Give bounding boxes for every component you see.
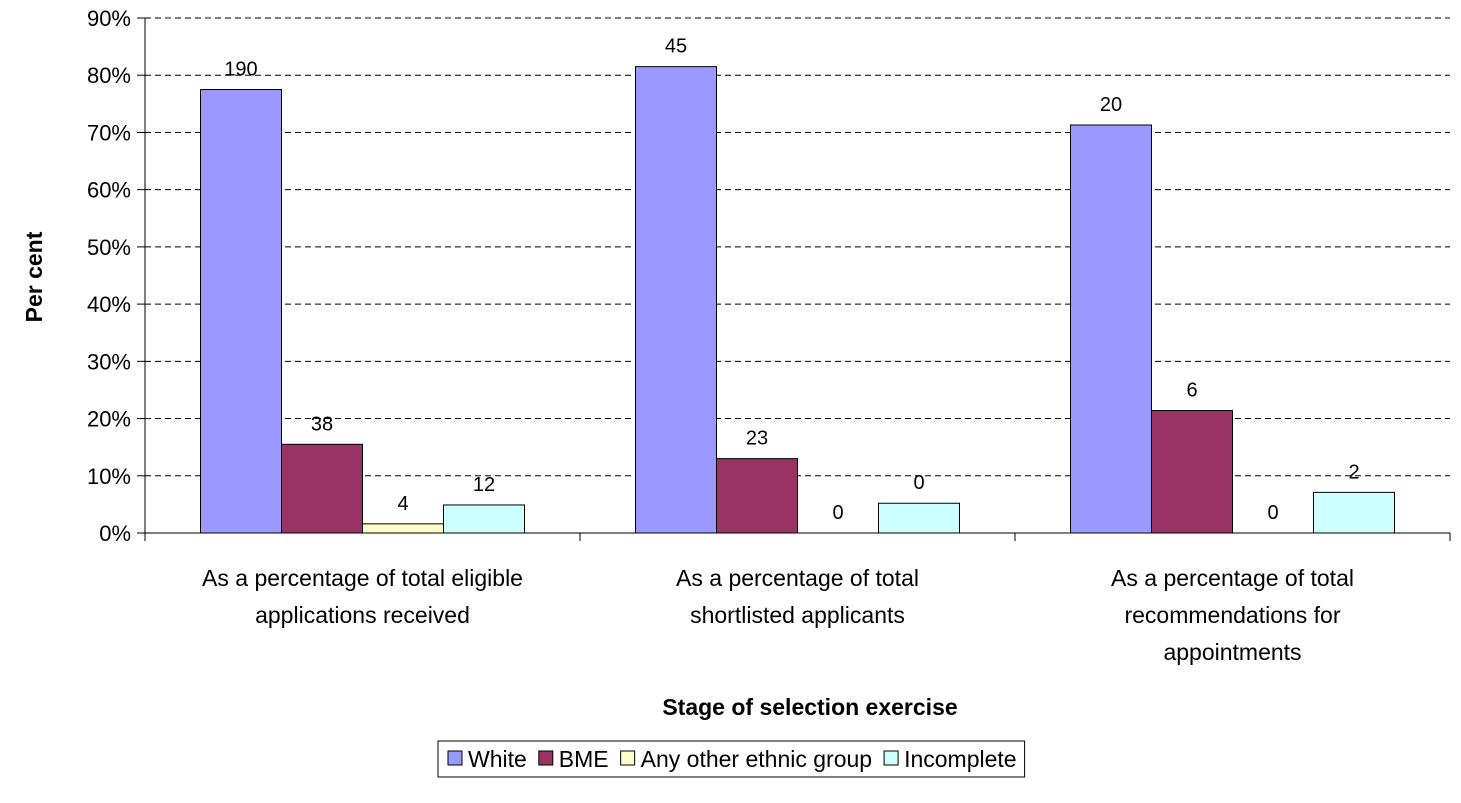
y-tick-label: 90% [87,6,131,31]
category-label: recommendations for [1124,602,1340,628]
bars [200,66,1395,534]
data-label: 20 [1100,94,1122,116]
data-label: 4 [397,493,408,515]
bar-bme [281,443,363,534]
category-label: appointments [1163,639,1301,665]
legend-label: Incomplete [904,746,1017,772]
data-label: 0 [832,502,843,524]
bar-incomplete [443,504,525,534]
legend-label: BME [559,746,609,772]
y-tick-label: 50% [87,235,131,260]
data-label: 2 [1348,461,1359,483]
gridlines [145,17,1450,477]
legend-swatch [883,750,899,766]
data-label: 0 [1267,502,1278,524]
category-label: As a percentage of total [1111,565,1354,591]
y-tick-label: 10% [87,464,131,489]
y-tick-label: 30% [87,349,131,374]
category-labels: As a percentage of total eligible applica… [202,565,1354,665]
legend-swatch [447,750,463,766]
bar-incomplete [878,502,960,534]
y-tick-label: 70% [87,120,131,145]
bar-white [1070,124,1152,534]
axes [137,17,1451,541]
tick-labels: 0% 10% 20% 30% 40% 50% 60% 70% 80% 90% [87,6,131,546]
x-axis-title: Stage of selection exercise [662,694,957,720]
legend-label: White [468,746,527,772]
legend-frame [437,740,1026,778]
data-labels: 190 38 4 12 45 23 0 0 20 6 0 2 [224,36,1359,524]
bar-any-other-ethnic-group [362,523,444,534]
data-label: 45 [665,36,687,58]
category-label: As a percentage of total eligible [202,565,523,591]
data-label: 12 [473,474,495,496]
legend: White BME Any other ethnic group Incomplete [437,740,1026,778]
y-tick-label: 60% [87,178,131,203]
category-label: applications received [255,602,470,628]
legend-swatch [620,750,636,766]
y-tick-label: 80% [87,63,131,88]
bar-white [635,66,717,534]
data-label: 38 [311,413,333,435]
y-tick-label: 40% [87,292,131,317]
legend-swatch [538,750,554,766]
category-label: As a percentage of total [676,565,919,591]
y-tick-label: 20% [87,407,131,432]
data-label: 6 [1186,380,1197,402]
category-label: shortlisted applicants [690,602,905,628]
y-axis-title: Per cent [21,231,47,322]
legend-label: Any other ethnic group [641,746,872,772]
data-label: 0 [913,472,924,494]
bar-bme [716,458,798,534]
data-label: 23 [746,428,768,450]
y-tick-label: 0% [99,521,131,546]
bar-incomplete [1313,491,1395,534]
data-label: 190 [224,59,257,81]
bar-bme [1151,410,1233,534]
bar-white [200,89,282,534]
